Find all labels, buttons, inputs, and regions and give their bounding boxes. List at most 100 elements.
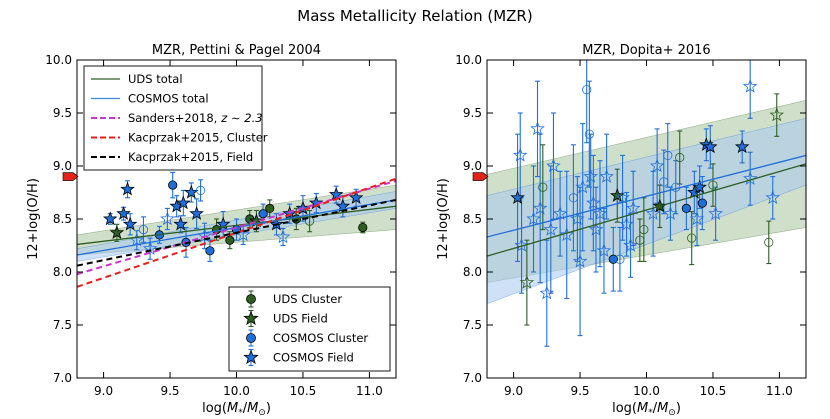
fit-line — [487, 163, 806, 257]
data-point-circle — [687, 233, 697, 243]
legend-point-label: COSMOS Cluster — [273, 331, 368, 345]
data-point-circle — [196, 185, 206, 195]
fit-line — [77, 199, 396, 256]
data-point-star — [109, 225, 125, 239]
data-point-star — [184, 184, 199, 199]
x-tick-label: 10.5 — [290, 384, 317, 398]
data-point-star — [649, 158, 665, 173]
data-point-star — [546, 158, 561, 173]
x-tick-label: 10.0 — [633, 384, 660, 398]
legend-label-text: UDS total — [128, 72, 183, 86]
data-point-star — [742, 171, 758, 185]
data-point-circle — [697, 198, 707, 208]
y-tick-label: 7.5 — [463, 318, 482, 332]
legend-line-label: UDS total — [128, 72, 183, 86]
data-point-circle — [258, 209, 268, 219]
legend-point-label: COSMOS Field — [273, 351, 354, 365]
data-point-star — [176, 195, 191, 210]
y-tick-label: 7.0 — [463, 371, 482, 385]
data-point-star — [625, 200, 641, 215]
x-tick-label: 11.0 — [766, 384, 793, 398]
legend-point-label: UDS Cluster — [273, 292, 342, 306]
y-tick-label: 8.0 — [53, 265, 72, 279]
data-point-star — [120, 181, 135, 196]
legend-circle-marker — [246, 333, 256, 343]
y-tick-label: 9.5 — [53, 106, 72, 120]
data-point-star — [510, 190, 525, 204]
x-tick-label: 10.0 — [223, 384, 250, 398]
data-point-star — [552, 206, 568, 220]
y-axis-label: 12+log(O/H) — [26, 178, 41, 260]
legend-lines: UDS total COSMOS total Sanders+2018, z ∼ 2.… — [83, 65, 268, 171]
data-point-circle — [615, 254, 625, 264]
data-point-star — [570, 211, 585, 226]
x-label-part: M — [657, 401, 668, 415]
data-point-circle — [568, 193, 578, 203]
legend-points: UDS Cluster UDS Field COSMOS Cluster COSMOS… — [228, 286, 391, 372]
x-label-part: log( — [612, 401, 637, 415]
x-axis-label: log(M*/M⊙) — [612, 401, 681, 415]
x-label-part: / — [243, 401, 248, 415]
y-tick-label: 9.0 — [53, 159, 72, 173]
data-point-star — [275, 229, 291, 244]
data-point-star — [173, 216, 188, 231]
legend-line-label: Sanders+2018, z ∼ 2.3 — [128, 111, 263, 125]
data-point-circle — [538, 182, 548, 192]
y-tick-label: 8.0 — [463, 265, 482, 279]
data-point-star — [703, 139, 718, 154]
x-tick-label: 9.5 — [160, 384, 179, 398]
data-point-circle — [764, 237, 774, 247]
y-tick-label: 9.0 — [463, 159, 482, 173]
data-point-star — [514, 237, 529, 252]
legend-label-text: Kacprzak+2015, Cluster — [128, 131, 268, 145]
x-label-part: M — [637, 401, 648, 415]
data-point-star — [543, 221, 559, 236]
data-point-circle — [635, 235, 645, 245]
data-point-star — [122, 216, 138, 231]
y-tick-label: 8.5 — [53, 212, 72, 226]
y-tick-label: 7.5 — [53, 318, 72, 332]
fit-line — [77, 179, 396, 276]
data-point-star — [708, 206, 723, 220]
x-label-part: M — [227, 401, 238, 415]
data-point-star — [160, 211, 175, 226]
data-point-circle — [582, 85, 592, 95]
data-point-star — [539, 285, 555, 300]
data-point-star — [692, 179, 707, 194]
solar-metallicity-marker — [62, 172, 79, 181]
data-point-star — [575, 179, 590, 194]
data-point-star — [645, 206, 661, 220]
data-point-star — [663, 206, 678, 220]
data-point-star — [519, 274, 535, 289]
legend-star-marker — [243, 349, 259, 365]
x-label-part: / — [653, 401, 658, 415]
legend-star-marker — [243, 310, 259, 326]
x-tick-label: 9.0 — [504, 384, 523, 398]
legend-label-text: Kacprzak+2015, Field — [128, 150, 253, 164]
data-point-star — [734, 139, 750, 154]
data-point-circle — [358, 222, 368, 233]
data-point-star — [572, 253, 588, 268]
data-point-circle — [584, 129, 594, 139]
y-axis-label: 12+log(O/H) — [436, 178, 451, 260]
y-tick-label: 9.5 — [463, 106, 482, 120]
data-point-star — [586, 195, 601, 210]
x-tick-label: 9.5 — [570, 384, 589, 398]
data-point-star — [615, 190, 630, 204]
data-point-circle — [681, 203, 691, 213]
x-tick-label: 10.5 — [700, 384, 727, 398]
data-point-star — [116, 206, 131, 220]
data-point-star — [592, 206, 608, 220]
data-point-star — [526, 211, 541, 226]
solar-metallicity-marker — [472, 172, 489, 181]
plot-area — [77, 171, 396, 288]
data-point-star — [596, 243, 612, 257]
data-point-star — [588, 221, 604, 236]
y-tick-label: 10.0 — [45, 53, 72, 67]
data-point-star — [742, 78, 758, 93]
data-point-circle — [708, 180, 718, 190]
data-point-circle — [265, 203, 275, 213]
data-point-star — [532, 200, 548, 215]
